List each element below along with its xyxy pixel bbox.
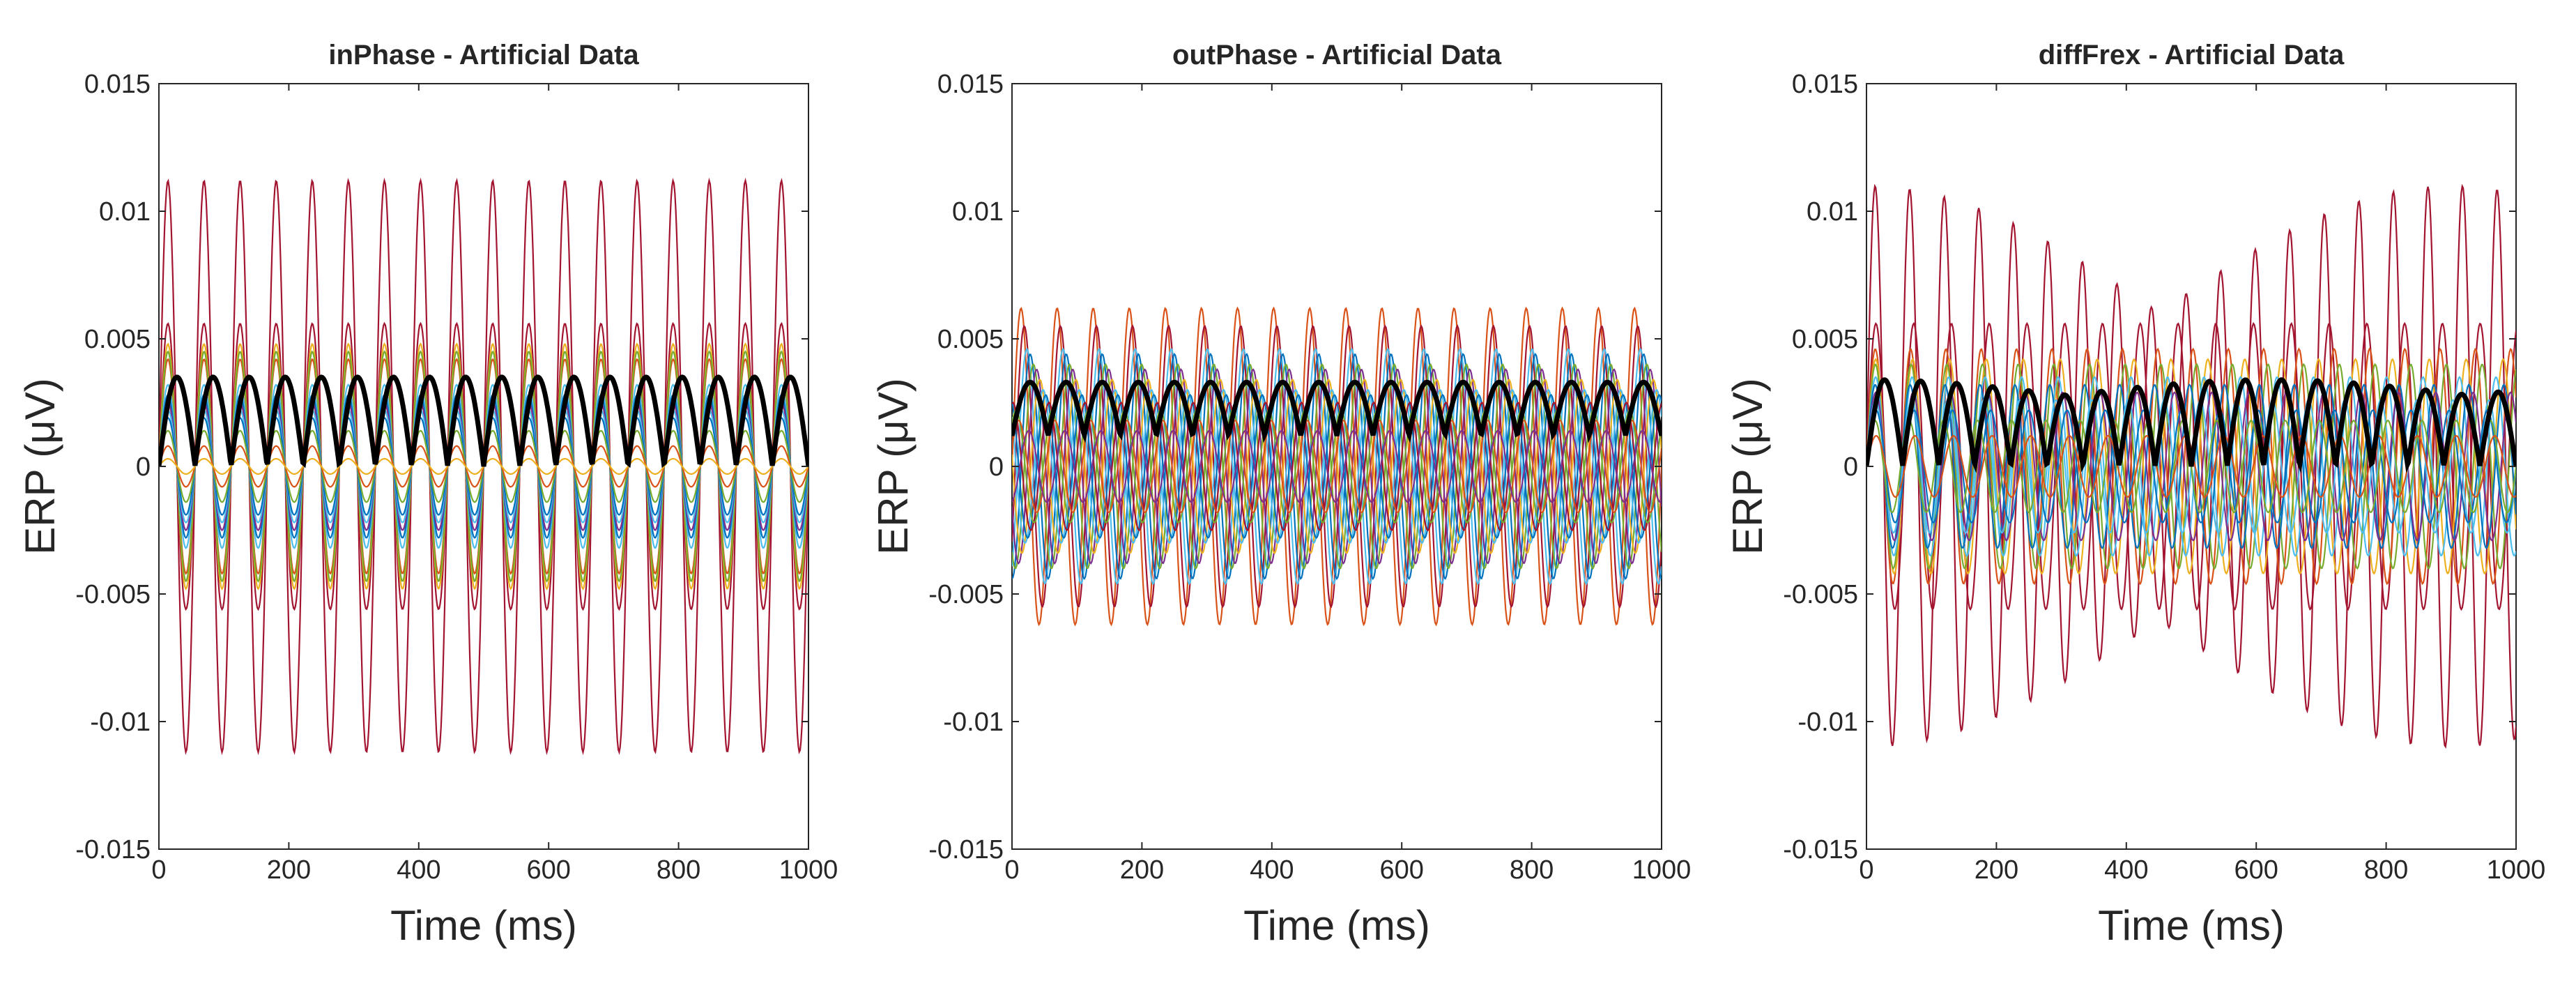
x-tick-label: 0 bbox=[151, 855, 166, 885]
chart-title: inPhase - Artificial Data bbox=[328, 40, 639, 70]
x-tick-label: 800 bbox=[657, 855, 700, 885]
traces bbox=[159, 177, 808, 756]
y-tick-label: 0 bbox=[136, 452, 151, 482]
y-tick-label: -0.005 bbox=[75, 580, 151, 609]
y-tick-label: 0.015 bbox=[84, 70, 151, 99]
y-tick-label: 0.015 bbox=[937, 70, 1004, 99]
y-tick-label: 0 bbox=[989, 452, 1004, 482]
series-line-trial-1 bbox=[1012, 306, 1662, 627]
chart-title: diffFrex - Artificial Data bbox=[2039, 40, 2345, 70]
series-line-mean bbox=[1866, 377, 2516, 474]
x-tick-label: 1000 bbox=[2487, 855, 2546, 885]
y-tick-label: 0.01 bbox=[952, 197, 1004, 227]
y-axis-label: ERP (μV) bbox=[1724, 378, 1771, 555]
y-tick-label: -0.01 bbox=[90, 708, 151, 737]
y-tick-label: 0.005 bbox=[937, 325, 1004, 354]
y-tick-label: 0.01 bbox=[99, 197, 151, 227]
y-tick-label: -0.005 bbox=[1783, 580, 1858, 609]
y-tick-label: -0.015 bbox=[75, 835, 151, 864]
y-tick-label: -0.015 bbox=[1783, 835, 1858, 864]
y-tick-label: 0 bbox=[1843, 452, 1858, 482]
chart-panel-2: outPhase - Artificial Data 0 200 400 600 800 1… bbox=[870, 40, 1691, 949]
series-line-mean bbox=[159, 374, 808, 468]
x-tick-label: 800 bbox=[1510, 855, 1554, 885]
chart-title: outPhase - Artificial Data bbox=[1172, 40, 1502, 70]
series-line-trial-7 bbox=[1012, 378, 1662, 555]
series-line-mean bbox=[1012, 379, 1662, 443]
x-tick-label: 400 bbox=[2104, 855, 2148, 885]
x-tick-label: 800 bbox=[2364, 855, 2408, 885]
x-axis-label: Time (ms) bbox=[2098, 902, 2285, 949]
series-line-trial-6 bbox=[1866, 376, 2516, 557]
y-tick-label: 0.015 bbox=[1792, 70, 1858, 99]
traces bbox=[1012, 306, 1662, 627]
series-line-trial-2 bbox=[1866, 321, 2516, 611]
y-axis-label: ERP (μV) bbox=[870, 378, 917, 555]
x-tick-label: 200 bbox=[1975, 855, 2018, 885]
y-axis-label: ERP (μV) bbox=[17, 378, 63, 555]
series-line-trial-9 bbox=[1012, 393, 1662, 540]
y-tick-label: 0.01 bbox=[1807, 197, 1858, 227]
series-line-trial-1 bbox=[1866, 183, 2516, 749]
chart-panel-1: inPhase - Artificial Data 0 200 400 600 800 10… bbox=[17, 40, 838, 949]
x-tick-label: 600 bbox=[1379, 855, 1423, 885]
series-line-trial-8 bbox=[1012, 388, 1662, 544]
series-line-trial-12 bbox=[1012, 419, 1662, 514]
series-line-trial-5 bbox=[1012, 363, 1662, 570]
x-tick-label: 200 bbox=[267, 855, 311, 885]
series-line-trial-4 bbox=[1012, 352, 1662, 581]
series-line-trial-10 bbox=[1012, 402, 1662, 531]
x-tick-label: 600 bbox=[2234, 855, 2278, 885]
x-axis-label: Time (ms) bbox=[390, 902, 577, 949]
x-tick-label: 0 bbox=[1859, 855, 1873, 885]
x-tick-label: 1000 bbox=[779, 855, 838, 885]
series-line-trial-3 bbox=[1012, 347, 1662, 586]
x-tick-label: 0 bbox=[1004, 855, 1019, 885]
series-line-trial-5 bbox=[1866, 363, 2516, 570]
x-tick-label: 400 bbox=[1250, 855, 1294, 885]
x-tick-label: 600 bbox=[526, 855, 570, 885]
x-tick-label: 1000 bbox=[1632, 855, 1692, 885]
y-tick-label: -0.01 bbox=[1797, 708, 1858, 737]
x-tick-label: 400 bbox=[397, 855, 440, 885]
series-line-trial-13 bbox=[1012, 429, 1662, 503]
x-axis-label: Time (ms) bbox=[1243, 902, 1430, 949]
x-tick-label: 200 bbox=[1120, 855, 1164, 885]
y-tick-label: -0.015 bbox=[928, 835, 1004, 864]
series-line-trial-2 bbox=[1012, 324, 1662, 609]
y-tick-label: 0.005 bbox=[1792, 325, 1858, 354]
chart-panel-3: diffFrex - Artificial Data 0 200 400 600 800 1… bbox=[1724, 40, 2545, 949]
y-tick-label: -0.005 bbox=[928, 580, 1004, 609]
traces bbox=[1866, 183, 2516, 749]
y-tick-label: -0.01 bbox=[943, 708, 1004, 737]
series-line-trial-6 bbox=[1012, 368, 1662, 565]
y-tick-label: 0.005 bbox=[84, 325, 151, 354]
